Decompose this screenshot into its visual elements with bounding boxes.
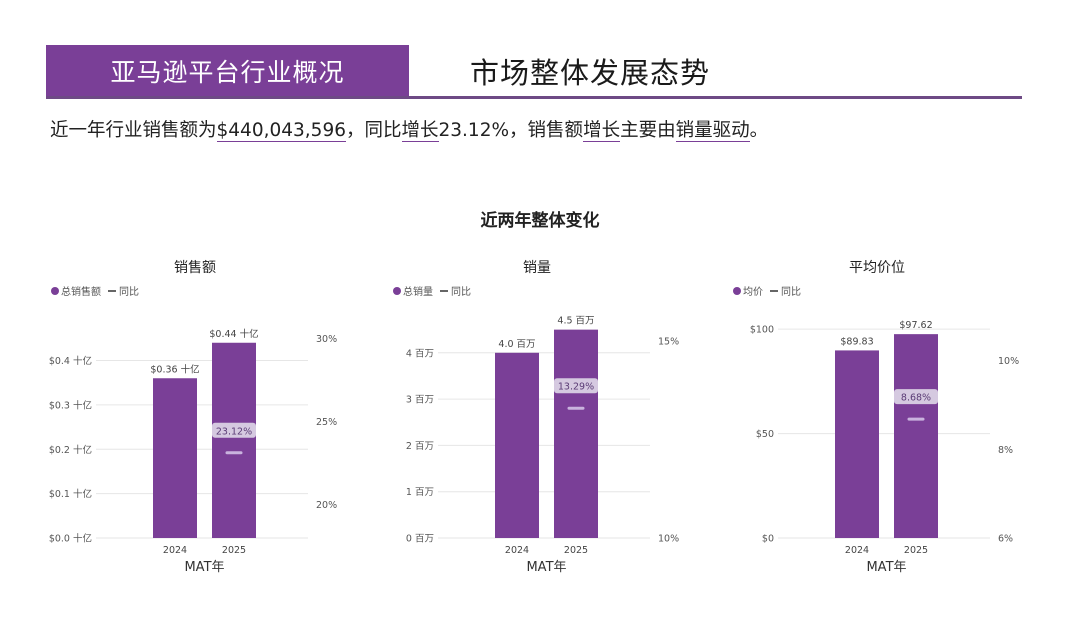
y-tick-label: $50 — [756, 429, 774, 440]
x-tick-label: 2025 — [564, 545, 588, 556]
x-tick-label: 2024 — [505, 545, 529, 556]
y-tick-label: 2 百万 — [406, 441, 434, 452]
x-tick-label: 2025 — [904, 545, 928, 556]
summary-part: 主要由 — [620, 120, 676, 141]
y-tick-label: $0.1 十亿 — [49, 488, 92, 500]
y2-tick-label: 10% — [658, 534, 679, 545]
section-tab: 亚马逊平台行业概况 — [46, 45, 409, 97]
bar-2024 — [835, 350, 879, 538]
legend-bar-label: 总销售额 — [61, 285, 101, 298]
bar-2024 — [153, 378, 197, 538]
bar-2025 — [212, 342, 256, 538]
y-tick-label: 4 百万 — [406, 348, 434, 359]
legend-bar-label: 均价 — [743, 286, 763, 298]
yoy-label-bg — [894, 389, 938, 405]
x-tick-label: 2024 — [163, 545, 187, 556]
y-tick-label: $0.2 十亿 — [49, 444, 92, 456]
bar-2025 — [554, 329, 598, 538]
summary-part: 。 — [749, 120, 769, 141]
legend-bar-marker — [393, 287, 401, 295]
y2-tick-label: 30% — [316, 334, 337, 345]
summary-highlight-driver: 驱动 — [712, 120, 750, 142]
legend-line-label: 同比 — [451, 286, 471, 298]
x-axis-label: MAT年 — [526, 560, 566, 575]
x-tick-label: 2024 — [845, 545, 869, 556]
y-tick-label: $100 — [750, 325, 774, 336]
legend-bar-marker — [51, 287, 59, 295]
yoy-label: 23.12% — [216, 426, 252, 437]
y2-tick-label: 8% — [998, 445, 1013, 456]
summary-part: ，同比 — [345, 120, 402, 141]
chart-title: 平均价位 — [849, 260, 905, 276]
summary-highlight-sales: $440,043,596 — [216, 120, 346, 142]
y2-tick-label: 6% — [998, 534, 1013, 545]
y-tick-label: $0.4 十亿 — [49, 355, 92, 367]
x-tick-label: 2025 — [222, 545, 246, 556]
bar-2025 — [894, 334, 938, 538]
y2-tick-label: 20% — [316, 500, 337, 511]
summary-highlight-volume: 销量 — [675, 120, 713, 142]
legend-bar-marker — [733, 287, 741, 295]
yoy-label-bg — [212, 422, 256, 438]
y2-tick-label: 10% — [998, 356, 1019, 367]
yoy-label: 8.68% — [901, 393, 931, 404]
bar-value-label: $89.83 — [840, 336, 873, 347]
summary-text: 近一年行业销售额为$440,043,596，同比增长23.12%，销售额增长主要… — [50, 116, 768, 142]
header-divider — [46, 96, 1022, 99]
bar-value-label: $97.62 — [899, 320, 932, 331]
y-tick-label: 1 百万 — [406, 487, 434, 498]
summary-highlight-growth: 增长 — [583, 120, 621, 142]
summary-part: 23.12%，销售额 — [438, 120, 584, 141]
bar-value-label: 4.5 百万 — [557, 316, 594, 327]
summary-highlight-growth: 增长 — [401, 120, 439, 142]
bar-value-label: $0.36 十亿 — [150, 363, 199, 375]
page-title: 市场整体发展态势 — [470, 56, 711, 90]
bar-2024 — [495, 352, 539, 538]
legend-line-label: 同比 — [119, 286, 139, 298]
y-tick-label: $0 — [762, 534, 774, 545]
yoy-label: 13.29% — [558, 382, 594, 393]
chart-title: 销量 — [523, 260, 551, 276]
y2-tick-label: 15% — [658, 336, 679, 347]
y2-tick-label: 25% — [316, 417, 337, 428]
legend-line-label: 同比 — [781, 286, 801, 298]
yoy-label-bg — [554, 378, 598, 394]
bar-value-label: $0.44 十亿 — [209, 328, 258, 340]
y-tick-label: 3 百万 — [406, 395, 434, 406]
bar-value-label: 4.0 百万 — [498, 339, 535, 350]
y-tick-label: 0 百万 — [406, 534, 434, 545]
y-tick-label: $0.3 十亿 — [49, 399, 92, 411]
summary-part: 近一年行业销售额为 — [50, 120, 217, 141]
x-axis-label: MAT年 — [866, 560, 906, 575]
x-axis-label: MAT年 — [184, 560, 224, 575]
y-tick-label: $0.0 十亿 — [49, 533, 92, 545]
section-title: 近两年整体变化 — [480, 211, 600, 231]
chart-title: 销售额 — [174, 260, 216, 276]
legend-bar-label: 总销量 — [403, 285, 433, 298]
